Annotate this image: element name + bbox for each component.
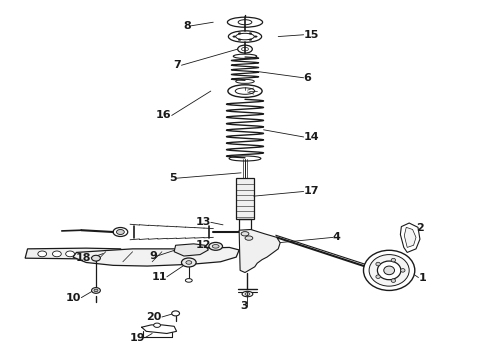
Text: 1: 1 bbox=[418, 273, 426, 283]
Ellipse shape bbox=[249, 33, 252, 34]
Ellipse shape bbox=[245, 293, 250, 296]
Polygon shape bbox=[404, 227, 416, 247]
Text: 14: 14 bbox=[304, 132, 319, 142]
Ellipse shape bbox=[249, 39, 252, 40]
Text: 5: 5 bbox=[169, 173, 176, 183]
Polygon shape bbox=[236, 178, 254, 220]
Ellipse shape bbox=[401, 269, 405, 272]
Text: 10: 10 bbox=[66, 293, 81, 303]
Polygon shape bbox=[400, 223, 420, 252]
Ellipse shape bbox=[376, 262, 380, 266]
Text: 13: 13 bbox=[196, 217, 211, 227]
Text: 12: 12 bbox=[196, 240, 211, 250]
Polygon shape bbox=[73, 247, 239, 266]
Ellipse shape bbox=[238, 33, 241, 34]
Ellipse shape bbox=[238, 39, 241, 40]
Ellipse shape bbox=[245, 236, 253, 240]
Ellipse shape bbox=[212, 244, 219, 248]
Ellipse shape bbox=[369, 255, 409, 286]
Ellipse shape bbox=[391, 258, 395, 262]
Ellipse shape bbox=[233, 36, 236, 37]
Text: 16: 16 bbox=[156, 111, 172, 121]
Polygon shape bbox=[25, 248, 128, 260]
Ellipse shape bbox=[52, 251, 61, 257]
Text: 19: 19 bbox=[129, 333, 145, 343]
Polygon shape bbox=[239, 229, 280, 273]
Ellipse shape bbox=[227, 17, 263, 27]
Text: 9: 9 bbox=[149, 251, 157, 261]
Text: 11: 11 bbox=[151, 272, 167, 282]
Text: 4: 4 bbox=[333, 232, 341, 242]
Ellipse shape bbox=[92, 255, 100, 261]
Ellipse shape bbox=[236, 80, 254, 84]
Ellipse shape bbox=[228, 31, 262, 42]
Ellipse shape bbox=[376, 275, 380, 279]
Ellipse shape bbox=[185, 279, 192, 282]
Ellipse shape bbox=[238, 20, 252, 25]
Ellipse shape bbox=[113, 228, 128, 237]
Ellipse shape bbox=[242, 291, 253, 297]
Ellipse shape bbox=[236, 33, 254, 40]
Text: 2: 2 bbox=[416, 224, 424, 233]
Ellipse shape bbox=[235, 88, 255, 94]
Ellipse shape bbox=[364, 250, 415, 291]
Ellipse shape bbox=[94, 289, 98, 292]
Text: 15: 15 bbox=[304, 30, 319, 40]
Ellipse shape bbox=[228, 85, 262, 97]
Polygon shape bbox=[174, 244, 208, 256]
Polygon shape bbox=[142, 325, 176, 333]
Text: 7: 7 bbox=[174, 60, 181, 70]
Ellipse shape bbox=[154, 323, 160, 327]
Ellipse shape bbox=[242, 47, 248, 51]
Ellipse shape bbox=[384, 266, 394, 275]
Ellipse shape bbox=[238, 45, 252, 53]
Text: 6: 6 bbox=[304, 73, 312, 83]
Ellipse shape bbox=[391, 279, 395, 282]
Text: 17: 17 bbox=[304, 186, 319, 197]
Ellipse shape bbox=[117, 229, 124, 234]
Text: 8: 8 bbox=[183, 21, 191, 31]
Ellipse shape bbox=[377, 261, 401, 280]
Ellipse shape bbox=[254, 36, 257, 37]
Ellipse shape bbox=[172, 311, 179, 316]
Ellipse shape bbox=[241, 231, 249, 236]
Ellipse shape bbox=[38, 251, 47, 257]
Text: 3: 3 bbox=[240, 301, 247, 311]
Ellipse shape bbox=[66, 251, 74, 257]
Ellipse shape bbox=[181, 258, 196, 267]
Ellipse shape bbox=[233, 54, 257, 58]
Text: 18: 18 bbox=[75, 253, 91, 263]
Ellipse shape bbox=[186, 261, 192, 264]
Text: 20: 20 bbox=[147, 312, 162, 322]
Ellipse shape bbox=[229, 156, 261, 161]
Ellipse shape bbox=[92, 288, 100, 293]
Ellipse shape bbox=[209, 242, 222, 250]
